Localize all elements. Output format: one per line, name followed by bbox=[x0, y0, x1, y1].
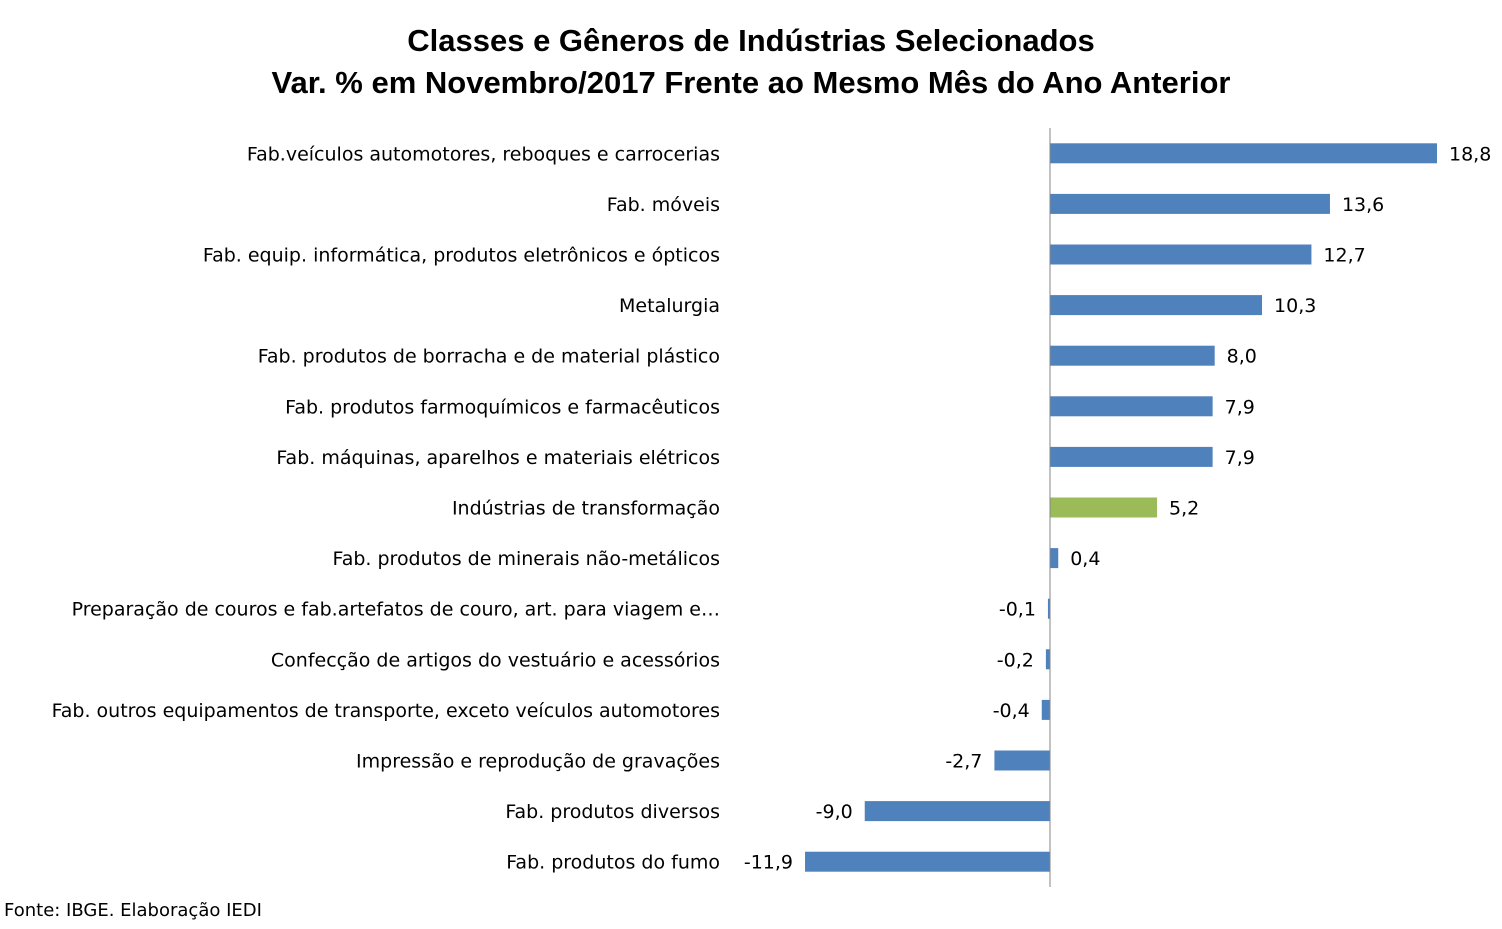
data-label: -9,0 bbox=[816, 801, 853, 823]
bar bbox=[1047, 598, 1050, 619]
category-label: Fab. máquinas, aparelhos e materiais elé… bbox=[276, 447, 720, 469]
data-label: 18,8 bbox=[1449, 143, 1491, 165]
bar bbox=[1050, 396, 1213, 417]
bar bbox=[805, 851, 1050, 872]
data-label: 13,6 bbox=[1342, 194, 1384, 216]
bar bbox=[1045, 649, 1050, 670]
data-label: -0,4 bbox=[993, 700, 1030, 722]
data-label: 0,4 bbox=[1070, 548, 1100, 570]
bar bbox=[1050, 143, 1437, 164]
data-label: 7,9 bbox=[1225, 396, 1255, 418]
bar bbox=[864, 801, 1050, 822]
bar bbox=[1050, 345, 1215, 366]
category-label: Impressão e reprodução de gravações bbox=[356, 751, 720, 773]
bar bbox=[1050, 244, 1312, 265]
category-label: Indústrias de transformação bbox=[452, 498, 720, 520]
category-label: Preparação de couros e fab.artefatos de … bbox=[72, 599, 720, 621]
data-label: -0,1 bbox=[999, 599, 1036, 621]
bar bbox=[1050, 497, 1158, 518]
source-note: Fonte: IBGE. Elaboração IEDI bbox=[4, 900, 262, 921]
chart-title: Classes e Gêneros de Indústrias Selecion… bbox=[0, 20, 1502, 104]
category-label: Fab. produtos de minerais não-metálicos bbox=[333, 548, 720, 570]
chart-subtitle: Var. % em Novembro/2017 Frente ao Mesmo … bbox=[271, 65, 1231, 100]
category-label: Fab. móveis bbox=[607, 194, 720, 216]
category-label: Fab. outros equipamentos de transporte, … bbox=[52, 700, 720, 722]
bar bbox=[1050, 295, 1263, 316]
category-label: Fab. produtos diversos bbox=[505, 801, 720, 823]
bar bbox=[1050, 193, 1330, 214]
category-label: Metalurgia bbox=[619, 295, 720, 317]
bar bbox=[1041, 699, 1050, 720]
data-label: 12,7 bbox=[1323, 245, 1365, 267]
data-label: 8,0 bbox=[1227, 346, 1257, 368]
data-label: 5,2 bbox=[1169, 498, 1199, 520]
category-label: Fab. produtos farmoquímicos e farmacêuti… bbox=[285, 396, 720, 418]
category-label: Fab. produtos de borracha e de material … bbox=[258, 346, 720, 368]
chart-title-line1: Classes e Gêneros de Indústrias Selecion… bbox=[407, 23, 1095, 58]
category-label: Confecção de artigos do vestuário e aces… bbox=[271, 649, 720, 671]
bar bbox=[1050, 446, 1213, 467]
data-label: 7,9 bbox=[1225, 447, 1255, 469]
category-label: Fab. produtos do fumo bbox=[506, 852, 720, 874]
category-label: Fab.veículos automotores, reboques e car… bbox=[247, 143, 720, 165]
bar bbox=[1050, 548, 1059, 569]
data-label: -11,9 bbox=[744, 852, 793, 874]
data-label: -0,2 bbox=[997, 649, 1034, 671]
data-label: 10,3 bbox=[1274, 295, 1316, 317]
bar bbox=[994, 750, 1050, 771]
data-label: -2,7 bbox=[945, 751, 982, 773]
category-label: Fab. equip. informática, produtos eletrô… bbox=[203, 245, 720, 267]
